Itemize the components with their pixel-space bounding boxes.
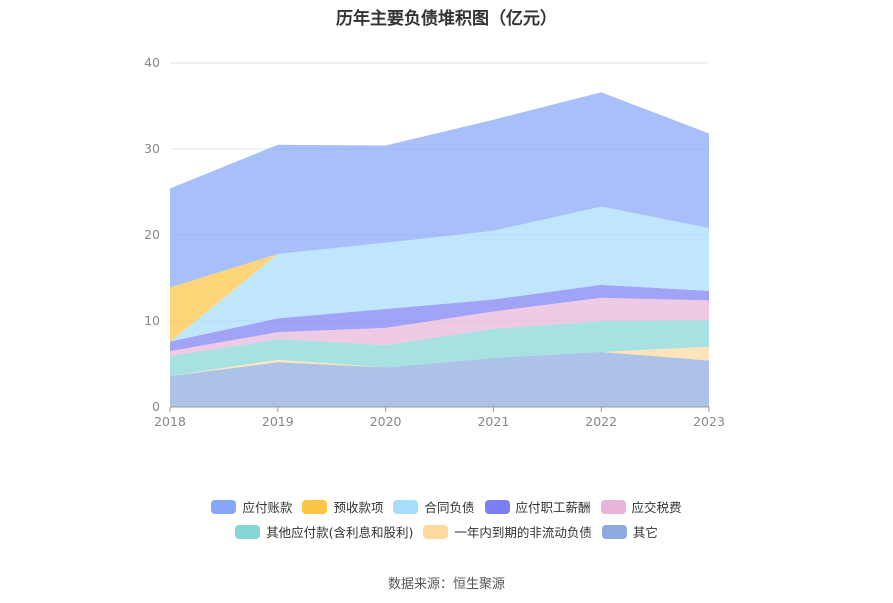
x-tick-label: 2022	[585, 414, 617, 429]
y-tick-label: 0	[152, 399, 160, 414]
legend-swatch	[393, 499, 419, 514]
x-tick-label: 2023	[693, 414, 725, 429]
legend-item[interactable]: 应付账款	[211, 497, 292, 516]
area-series	[170, 346, 709, 377]
legend-label: 其它	[632, 525, 658, 540]
legend-item[interactable]: 应付职工薪酬	[484, 497, 591, 516]
y-tick-label: 10	[144, 313, 160, 328]
legend-label: 应付职工薪酬	[515, 500, 591, 515]
legend-item[interactable]: 其它	[601, 522, 658, 541]
area-series	[170, 92, 709, 288]
legend-item[interactable]: 合同负债	[393, 497, 475, 516]
chart-title: 历年主要负债堆积图（亿元）	[336, 9, 557, 29]
legend-label: 一年内到期的非流动负债	[454, 525, 592, 540]
y-tick-label: 40	[144, 55, 160, 70]
legend-label: 合同负债	[424, 500, 475, 515]
legend-label: 其他应付款(含利息和股利)	[266, 525, 414, 540]
x-tick-label: 2019	[262, 414, 294, 429]
area-series	[170, 320, 709, 377]
legend-item[interactable]: 预收款项	[302, 497, 383, 516]
y-tick-label: 30	[144, 141, 160, 156]
area-series	[170, 351, 709, 407]
legend-swatch	[600, 499, 626, 514]
y-tick-label: 20	[144, 227, 160, 242]
legend-swatch	[601, 524, 627, 539]
x-tick-label: 2021	[477, 414, 509, 429]
data-source-note: 数据来源：恒生聚源	[387, 577, 505, 592]
legend-item[interactable]: 其他应付款(含利息和股利)	[235, 522, 413, 541]
area-series	[170, 206, 709, 342]
legend-swatch	[302, 499, 328, 514]
legend-swatch	[423, 524, 449, 539]
x-tick-label: 2020	[370, 414, 402, 429]
legend-swatch	[211, 499, 237, 514]
legend-swatch	[235, 524, 261, 539]
area-series	[170, 297, 709, 357]
legend-label: 应交税费	[631, 500, 682, 515]
legend-item[interactable]: 应交税费	[600, 497, 682, 516]
area-series	[170, 284, 709, 352]
legend-label: 应付账款	[242, 500, 293, 515]
legend-label: 预收款项	[333, 500, 384, 515]
chart-legend-row-2: 其他应付款(含利息和股利) 一年内到期的非流动负债 其它	[0, 522, 893, 541]
legend-swatch	[484, 499, 510, 514]
legend-item[interactable]: 一年内到期的非流动负债	[423, 522, 592, 541]
chart-legend-row-1: 应付账款 预收款项 合同负债 应付职工薪酬 应交税费	[0, 497, 893, 516]
x-tick-label: 2018	[154, 414, 186, 429]
